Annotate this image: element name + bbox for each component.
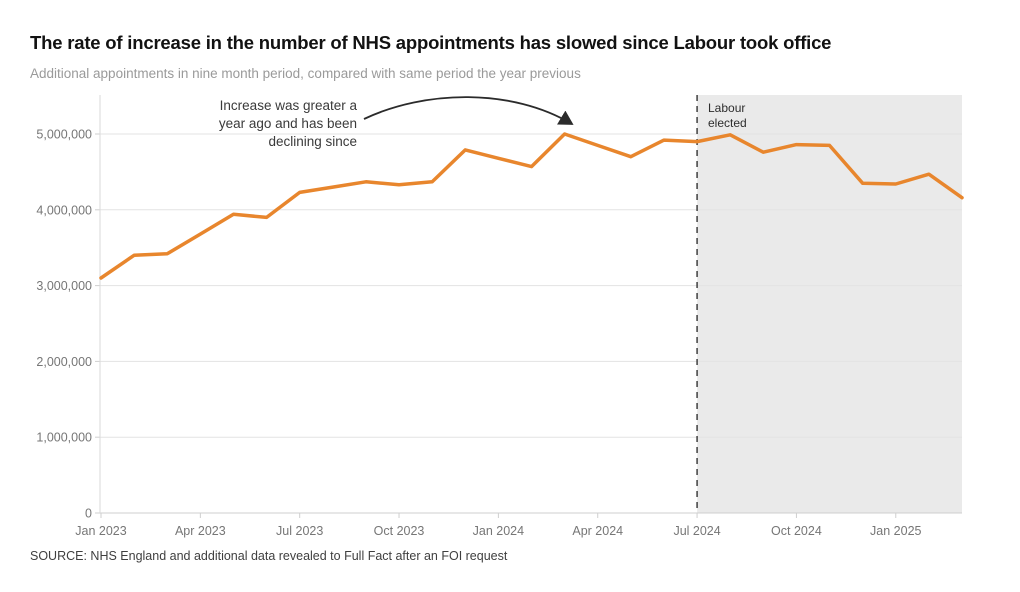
x-axis-label: Jul 2024 [673, 524, 720, 538]
post-election-shaded-region [697, 95, 962, 513]
y-axis-label: 5,000,000 [36, 128, 92, 142]
x-axis-label: Jan 2023 [75, 524, 126, 538]
annotation-line-1: Increase was greater a [220, 98, 358, 113]
y-axis-label: 3,000,000 [36, 279, 92, 293]
y-axis-label: 1,000,000 [36, 431, 92, 445]
chart-title: The rate of increase in the number of NH… [30, 32, 832, 53]
chart-subtitle: Additional appointments in nine month pe… [30, 66, 581, 81]
annotation: Increase was greater a year ago and has … [219, 96, 574, 149]
x-axis-label: Apr 2024 [572, 524, 623, 538]
y-axis-label: 2,000,000 [36, 355, 92, 369]
election-label: Labour elected [708, 101, 747, 130]
source-note: SOURCE: NHS England and additional data … [30, 549, 508, 563]
election-label-line-2: elected [708, 116, 747, 130]
annotation-line-2: year ago and has been [219, 116, 357, 131]
x-axis-label: Jan 2024 [473, 524, 524, 538]
x-axis-label: Oct 2023 [374, 524, 425, 538]
x-axis-label: Jan 2025 [870, 524, 921, 538]
annotation-arrow [363, 96, 574, 125]
gridlines [100, 133, 962, 514]
y-axis-label: 0 [85, 507, 92, 521]
axes [95, 95, 897, 518]
annotation-line-3: declining since [268, 134, 357, 149]
x-axis-label: Oct 2024 [771, 524, 822, 538]
data-line [99, 132, 964, 280]
x-axis-label: Jul 2023 [276, 524, 323, 538]
election-label-line-1: Labour [708, 101, 745, 115]
x-axis-label: Apr 2023 [175, 524, 226, 538]
y-axis-label: 4,000,000 [36, 203, 92, 217]
axis-labels: 0 1,000,000 2,000,000 3,000,000 4,000,000 5,0… [36, 128, 921, 539]
